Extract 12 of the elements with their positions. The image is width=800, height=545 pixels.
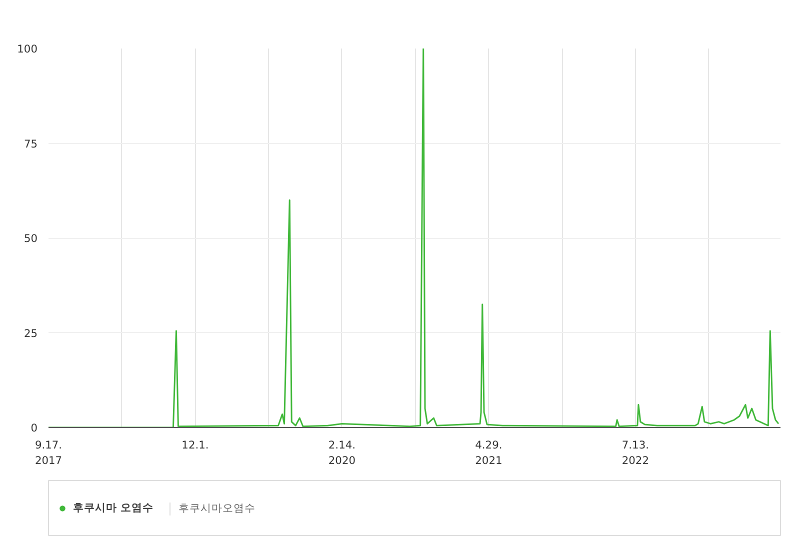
x-tick-label: 2.14. 2020 [328,438,356,468]
y-tick-label: 0 [30,422,38,434]
y-tick-label: 25 [24,326,38,340]
x-tick-label: 12.1. [182,438,209,452]
x-tick-label: 4.29. 2021 [475,438,502,468]
text: 후쿠시마오염수 [178,502,256,514]
y-tick-label: 75 [24,137,38,150]
legend-label: 후쿠시마 오염수 [73,500,154,514]
y-tick-label: 50 [24,232,38,245]
x-tick-label: 7.13. 2022 [622,438,649,468]
x-tick-label: 9.17. 2017 [34,438,62,468]
y-tick-label: 100 [17,42,38,56]
